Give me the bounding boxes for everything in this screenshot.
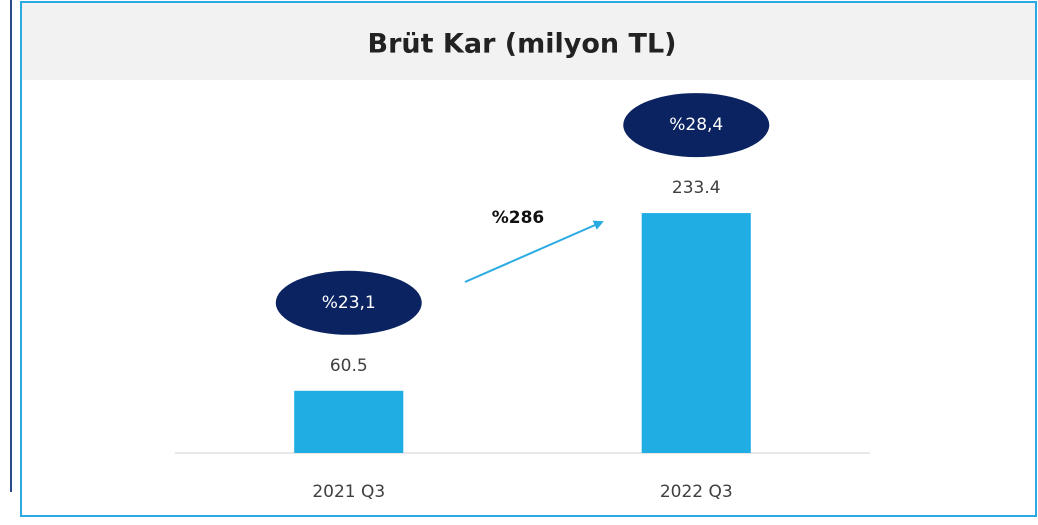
bar [294, 390, 404, 453]
panel [20, 1, 1037, 517]
header-band [22, 3, 1035, 80]
margin-badge [623, 93, 770, 158]
value-label: 60.5 [330, 356, 368, 376]
x-tick-label: 2022 Q3 [660, 482, 733, 502]
margin-label: %23,1 [322, 293, 376, 313]
growth-label: %286 [492, 208, 545, 228]
value-label: 233.4 [672, 178, 721, 198]
margin-label: %28,4 [669, 115, 723, 135]
growth-arrow [464, 220, 604, 283]
bar [641, 213, 751, 453]
margin-badge [275, 270, 422, 335]
x-tick-label: 2021 Q3 [312, 482, 385, 502]
chart-title: Brüt Kar (milyon TL) [368, 29, 677, 60]
